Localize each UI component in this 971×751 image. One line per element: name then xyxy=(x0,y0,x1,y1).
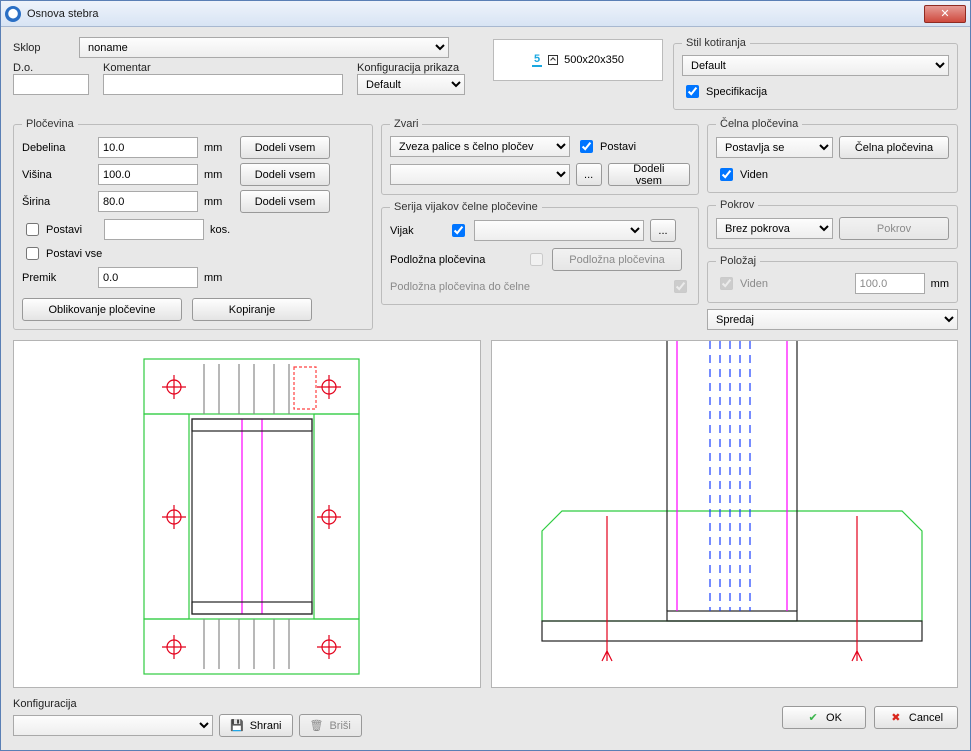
ok-button[interactable]: ✔ OK xyxy=(782,706,866,729)
side-view-canvas xyxy=(491,340,959,688)
close-button[interactable]: ✕ xyxy=(924,5,966,23)
pokrov-legend: Pokrov xyxy=(716,199,758,211)
premik-input[interactable] xyxy=(98,267,198,288)
cancel-button[interactable]: ✖ Cancel xyxy=(874,706,958,729)
sirina-input[interactable] xyxy=(98,191,198,212)
specifikacija-label: Specifikacija xyxy=(706,86,767,98)
shrani-button[interactable]: 💾 Shrani xyxy=(219,714,293,737)
app-icon: ⬤ xyxy=(5,6,21,22)
zvari-postavi-checkbox[interactable]: Postavi xyxy=(576,137,636,156)
konfiguracija-select[interactable] xyxy=(13,715,213,736)
podlozna-celne-checkbox xyxy=(674,280,687,293)
stil-kotiranja-legend: Stil kotiranja xyxy=(682,37,750,49)
trash-icon: 🗑 xyxy=(310,719,324,732)
zvari-ellipsis-button[interactable]: ... xyxy=(576,163,602,186)
side-view-svg xyxy=(492,341,959,688)
brisi-button: 🗑 Briši xyxy=(299,714,362,737)
celna-group: Čelna pločevina Postavlja se Čelna ploče… xyxy=(707,118,958,193)
pokrov-group: Pokrov Brez pokrova Pokrov xyxy=(707,199,958,249)
vijak-ellipsis-button[interactable]: ... xyxy=(650,219,676,242)
debelina-unit: mm xyxy=(204,142,234,154)
titlebar: ⬤ Osnova stebra ✕ xyxy=(1,1,970,27)
plocevina-legend: Pločevina xyxy=(22,118,78,130)
visina-dodeli-button[interactable]: Dodeli vsem xyxy=(240,163,330,186)
podlozna-checkbox xyxy=(530,253,543,266)
komentar-input[interactable] xyxy=(103,74,343,95)
debelina-input[interactable] xyxy=(98,137,198,158)
spredaj-select[interactable]: Spredaj xyxy=(707,309,958,330)
zvari-dodeli-button[interactable]: Dodeli vsem xyxy=(608,163,690,186)
oblikovanje-button[interactable]: Oblikovanje pločevine xyxy=(22,298,182,321)
preview-dimensions: 500x20x350 xyxy=(564,54,624,66)
vijak-checkbox[interactable] xyxy=(452,224,465,237)
polozaj-viden-checkbox: Viden xyxy=(716,274,768,293)
stil-kotiranja-select[interactable]: Default xyxy=(682,55,949,76)
premik-label: Premik xyxy=(22,272,92,284)
vijaki-legend: Serija vijakov čelne pločevine xyxy=(390,201,542,213)
kopiranje-button[interactable]: Kopiranje xyxy=(192,298,312,321)
polozaj-legend: Položaj xyxy=(716,255,760,267)
postavi-kos-label: kos. xyxy=(210,224,240,236)
celna-viden-checkbox[interactable]: Viden xyxy=(716,165,949,184)
celna-legend: Čelna pločevina xyxy=(716,118,802,130)
check-icon: ✔ xyxy=(806,711,820,725)
zvari-group: Zvari Zveza palice s čelno pločev Postav… xyxy=(381,118,699,195)
specifikacija-check-input[interactable] xyxy=(686,85,699,98)
sirina-label: Širina xyxy=(22,196,92,208)
polozaj-value-input xyxy=(855,273,925,294)
pokrov-select[interactable]: Brez pokrova xyxy=(716,218,833,239)
top-view-canvas xyxy=(13,340,481,688)
sirina-unit: mm xyxy=(204,196,234,208)
zveza-select[interactable]: Zveza palice s čelno pločev xyxy=(390,136,570,157)
premik-unit: mm xyxy=(204,272,222,284)
visina-unit: mm xyxy=(204,169,234,181)
komentar-label: Komentar xyxy=(103,62,343,74)
postavi-count-input xyxy=(104,219,204,240)
polozaj-unit: mm xyxy=(931,278,949,290)
postavi-vse-checkbox[interactable]: Postavi vse xyxy=(22,244,102,263)
sirina-dodeli-button[interactable]: Dodeli vsem xyxy=(240,190,330,213)
vijak-select[interactable] xyxy=(474,220,644,241)
content-area: Sklop noname D.o. Komentar Konf xyxy=(1,27,970,750)
vijaki-group: Serija vijakov čelne pločevine Vijak ...… xyxy=(381,201,699,305)
visina-input[interactable] xyxy=(98,164,198,185)
stil-kotiranja-group: Stil kotiranja Default Specifikacija xyxy=(673,37,958,110)
debelina-label: Debelina xyxy=(22,142,92,154)
plocevina-group: Pločevina Debelina mm Dodeli vsem Višina… xyxy=(13,118,373,330)
sklop-select[interactable]: noname xyxy=(79,37,449,58)
celna-select[interactable]: Postavlja se xyxy=(716,137,833,158)
dialog-window: ⬤ Osnova stebra ✕ Sklop noname D.o. xyxy=(0,0,971,751)
preview-number: 5 xyxy=(532,53,542,67)
konfig-prikaza-select[interactable]: Default xyxy=(357,74,465,95)
konfig-prikaza-label: Konfiguracija prikaza xyxy=(357,62,465,74)
profile-preview: 5 500x20x350 xyxy=(493,39,663,81)
specifikacija-checkbox[interactable]: Specifikacija xyxy=(682,82,949,101)
top-view-svg xyxy=(14,341,481,688)
save-icon: 💾 xyxy=(230,719,244,732)
polozaj-group: Položaj Viden mm xyxy=(707,255,958,303)
zvari-second-select[interactable] xyxy=(390,164,570,185)
sklop-label: Sklop xyxy=(13,42,73,54)
debelina-dodeli-button[interactable]: Dodeli vsem xyxy=(240,136,330,159)
pokrov-button: Pokrov xyxy=(839,217,949,240)
preview-symbol-icon xyxy=(548,55,558,65)
cancel-icon: ✖ xyxy=(889,711,903,725)
do-input[interactable] xyxy=(13,74,89,95)
vijak-label: Vijak xyxy=(390,225,442,237)
visina-label: Višina xyxy=(22,169,92,181)
podlozna-celne-label: Podložna pločevina do čelne xyxy=(390,281,664,293)
podlozna-label: Podložna pločevina xyxy=(390,254,520,266)
window-title: Osnova stebra xyxy=(27,8,924,20)
do-label: D.o. xyxy=(13,62,89,74)
podlozna-button: Podložna pločevina xyxy=(552,248,682,271)
konfiguracija-label: Konfiguracija xyxy=(13,698,362,710)
zvari-legend: Zvari xyxy=(390,118,422,130)
celna-button[interactable]: Čelna pločevina xyxy=(839,136,949,159)
postavi-checkbox[interactable]: Postavi xyxy=(22,220,98,239)
